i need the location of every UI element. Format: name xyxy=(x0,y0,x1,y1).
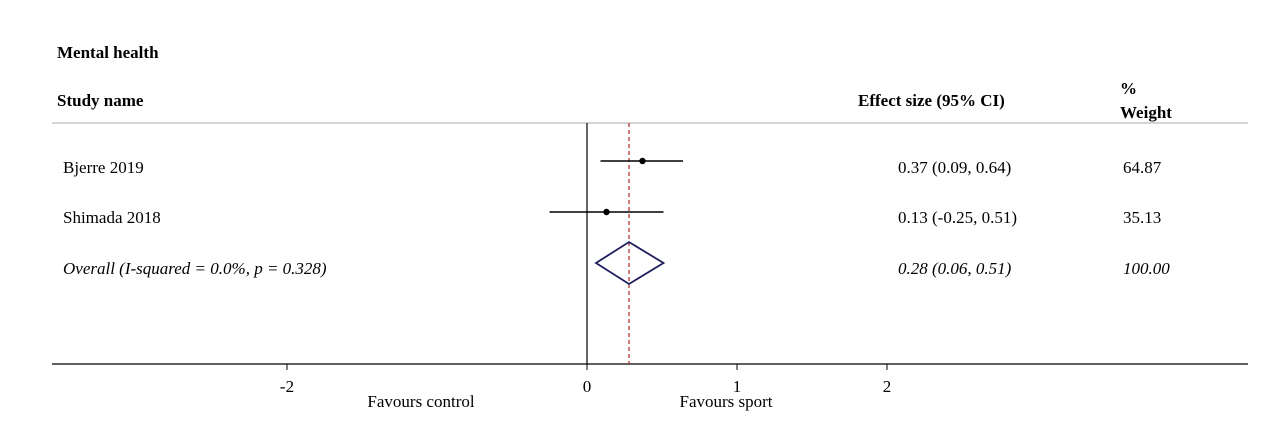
x-tick-label: 0 xyxy=(583,377,592,396)
x-tick-label: -2 xyxy=(280,377,294,396)
header-weight-label: Weight xyxy=(1120,103,1172,122)
header-weight-percent: % xyxy=(1120,79,1137,98)
x-tick-label: 2 xyxy=(883,377,892,396)
study-point xyxy=(603,208,610,216)
favours-right-label: Favours sport xyxy=(679,392,772,411)
study-effect-ci: 0.13 (-0.25, 0.51) xyxy=(898,208,1017,227)
study-name-label: Bjerre 2019 xyxy=(63,158,144,177)
header-effect-size: Effect size (95% CI) xyxy=(858,91,1005,110)
overall-label: Overall (I-squared = 0.0%, p = 0.328) xyxy=(63,259,327,278)
overall-effect-ci: 0.28 (0.06, 0.51) xyxy=(898,259,1012,278)
header-study-name: Study name xyxy=(57,91,144,110)
study-weight: 64.87 xyxy=(1123,158,1162,177)
overall-diamond xyxy=(594,240,666,286)
study-point xyxy=(639,157,646,165)
study-row-1: Bjerre 2019 0.37 (0.09, 0.64) 64.87 xyxy=(63,157,1162,177)
study-weight: 35.13 xyxy=(1123,208,1161,227)
study-effect-ci: 0.37 (0.09, 0.64) xyxy=(898,158,1011,177)
overall-row: Overall (I-squared = 0.0%, p = 0.328) 0.… xyxy=(63,240,1170,286)
chart-title: Mental health xyxy=(57,43,159,62)
x-tick-label: 1 xyxy=(733,377,742,396)
study-name-label: Shimada 2018 xyxy=(63,208,161,227)
x-axis-ticks: -2 0 1 2 xyxy=(280,364,891,396)
study-row-2: Shimada 2018 0.13 (-0.25, 0.51) 35.13 xyxy=(63,208,1161,227)
favours-left-label: Favours control xyxy=(367,392,474,411)
overall-weight: 100.00 xyxy=(1123,259,1170,278)
